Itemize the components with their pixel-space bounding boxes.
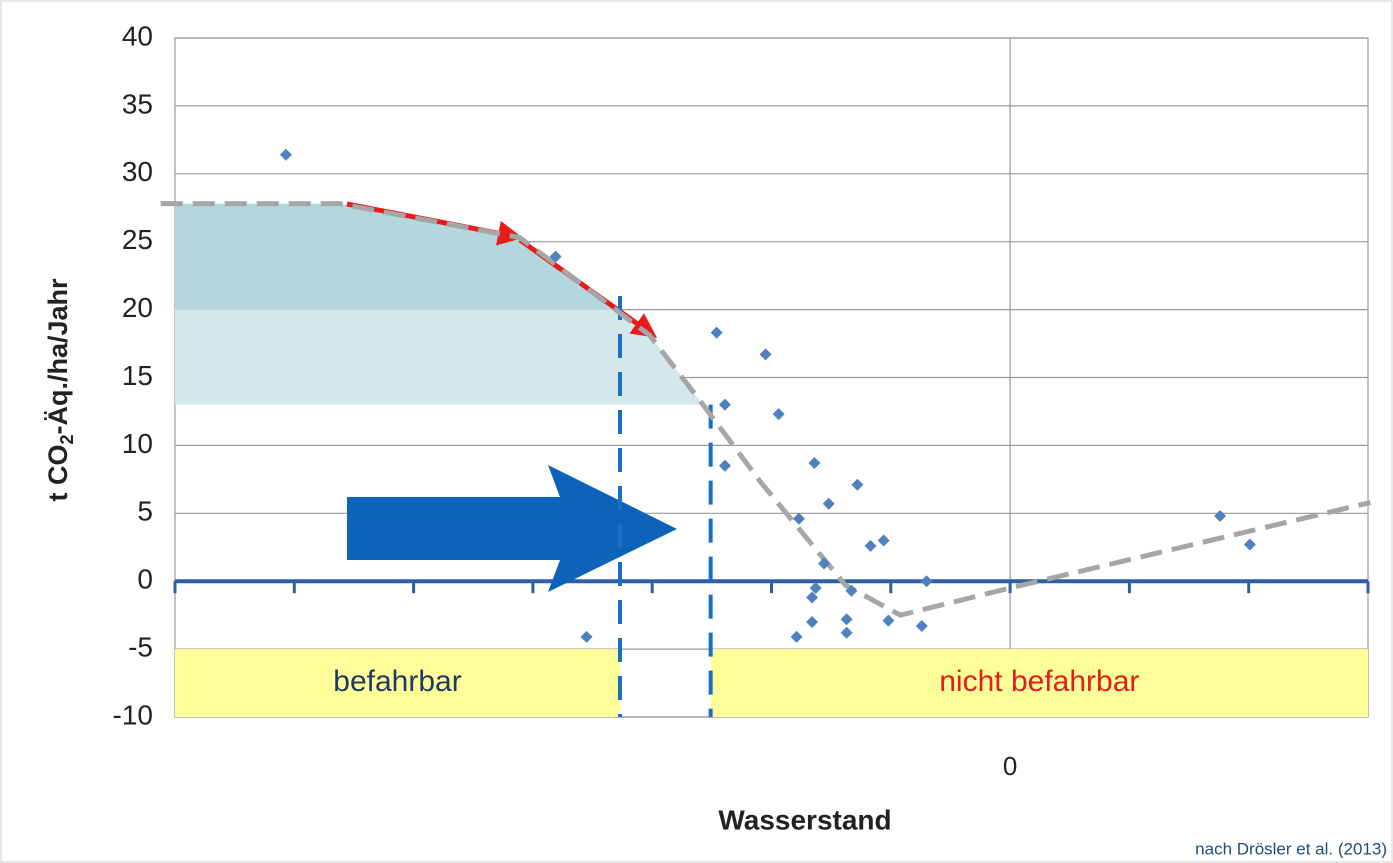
data-point	[845, 584, 858, 597]
data-point	[840, 626, 853, 639]
data-point	[920, 575, 933, 588]
data-point	[580, 630, 593, 643]
data-point	[808, 457, 821, 470]
y-label-sub: 2	[57, 435, 77, 445]
zone-label: befahrbar	[333, 665, 461, 698]
data-point	[851, 478, 864, 491]
data-point	[710, 326, 723, 339]
data-point	[759, 348, 772, 361]
data-point	[915, 620, 928, 633]
data-point	[772, 408, 785, 421]
data-point	[864, 539, 877, 552]
y-axis-label: t CO2-Äq./ha/Jahr	[43, 278, 77, 502]
data-point	[718, 398, 731, 411]
y-label-part: -Äq./ha/Jahr	[43, 278, 73, 435]
data-point	[718, 459, 731, 472]
zone-label: nicht befahrbar	[939, 665, 1139, 698]
y-tick-label: 20	[122, 292, 153, 323]
x-tick-label: 0	[1003, 751, 1017, 781]
y-tick-label: 40	[122, 20, 153, 51]
direction-arrow	[347, 465, 677, 592]
zone	[710, 649, 1368, 717]
data-point	[1214, 510, 1227, 523]
source: nach Drösler et al. (2013)	[1195, 839, 1387, 858]
data-point	[840, 613, 853, 626]
y-tick-label: 30	[122, 156, 153, 187]
y-tick-label: 0	[137, 564, 153, 595]
data-point	[809, 581, 822, 594]
y-tick-label: 10	[122, 428, 153, 459]
y-label-part: t CO	[43, 445, 73, 502]
data-point	[549, 250, 562, 263]
y-tick-label: -10	[113, 699, 153, 730]
data-point	[1243, 538, 1256, 551]
trend-line	[160, 201, 1371, 618]
zone	[175, 649, 620, 717]
data-point	[817, 557, 830, 570]
data-point	[806, 591, 819, 604]
x-axis-label: Wasserstand	[718, 804, 891, 835]
y-tick-label: 15	[122, 360, 153, 391]
y-tick-label: -5	[128, 631, 153, 662]
y-tick-label: 25	[122, 224, 153, 255]
data-point	[279, 148, 292, 161]
y-tick-label: 5	[137, 496, 153, 527]
data-point	[822, 497, 835, 510]
y-tick-label: 35	[122, 88, 153, 119]
shaded-band	[175, 203, 616, 310]
data-point	[790, 630, 803, 643]
data-point	[882, 614, 895, 627]
data-point	[806, 615, 819, 628]
data-point	[792, 512, 805, 525]
shaded-band	[175, 309, 703, 405]
data-point	[877, 534, 890, 547]
